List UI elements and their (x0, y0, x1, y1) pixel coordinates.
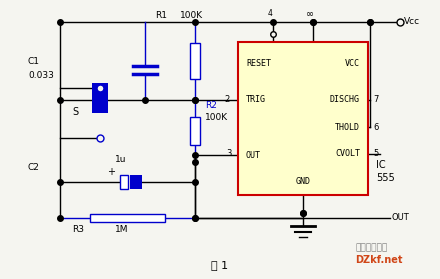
Text: CVOLT: CVOLT (335, 150, 360, 158)
Text: 7: 7 (373, 95, 378, 105)
Text: 5: 5 (373, 150, 378, 158)
Bar (130, 175, 142, 189)
Text: C1: C1 (28, 57, 40, 66)
Text: R2: R2 (205, 100, 217, 109)
Text: 3: 3 (227, 150, 232, 158)
Text: 图 1: 图 1 (212, 260, 228, 270)
Text: 1M: 1M (115, 225, 128, 235)
Text: THOLD: THOLD (335, 122, 360, 131)
Text: GND: GND (296, 177, 311, 186)
Text: 4: 4 (268, 9, 272, 18)
Bar (92, 83, 108, 113)
Text: +: + (107, 167, 115, 177)
Text: 555: 555 (376, 173, 395, 183)
Text: OUT: OUT (246, 150, 261, 160)
Bar (190, 117, 200, 145)
Text: C2: C2 (28, 163, 40, 172)
Text: ∞: ∞ (306, 9, 314, 19)
Text: 1u: 1u (115, 155, 127, 165)
Text: R1: R1 (155, 11, 167, 20)
Text: S: S (72, 107, 78, 117)
Bar (120, 175, 128, 189)
Text: IC: IC (376, 160, 385, 170)
Bar (238, 42, 368, 195)
Text: VCC: VCC (345, 59, 360, 69)
Text: 电子开发社区: 电子开发社区 (355, 244, 387, 252)
Bar (190, 44, 200, 79)
Text: 100K: 100K (180, 11, 203, 20)
Text: 6: 6 (373, 122, 378, 131)
Bar (90, 214, 165, 222)
Text: Vcc: Vcc (404, 18, 420, 27)
Text: RESET: RESET (246, 59, 271, 69)
Text: OUT: OUT (392, 213, 410, 222)
Text: 2: 2 (225, 95, 230, 104)
Text: DISCHG: DISCHG (330, 95, 360, 105)
Text: R3: R3 (72, 225, 84, 235)
Text: TRIG: TRIG (246, 95, 266, 105)
Text: 0.033: 0.033 (28, 71, 54, 80)
Text: 100K: 100K (205, 114, 228, 122)
Text: DZkf.net: DZkf.net (355, 255, 403, 265)
